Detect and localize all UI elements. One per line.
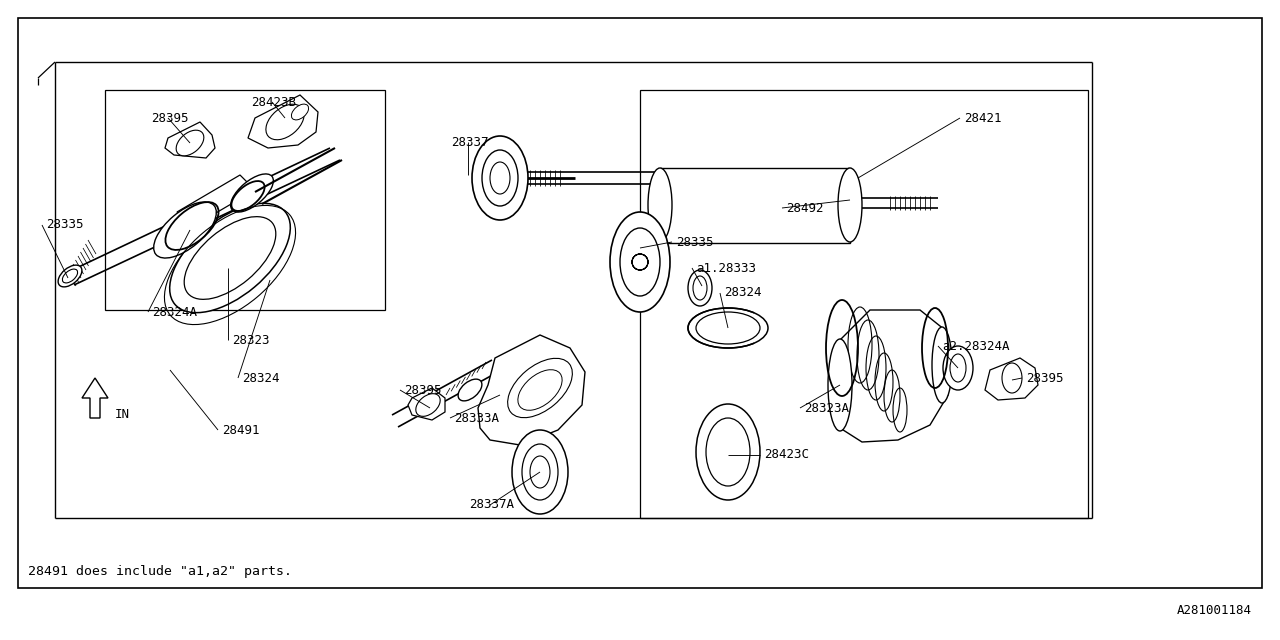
Text: A281001184: A281001184	[1178, 604, 1252, 616]
Text: IN: IN	[115, 408, 131, 422]
Text: 28395: 28395	[151, 111, 188, 125]
Ellipse shape	[266, 104, 305, 140]
Text: 28423C: 28423C	[764, 449, 809, 461]
Polygon shape	[165, 122, 215, 158]
Text: 28492: 28492	[786, 202, 823, 214]
Text: 28337A: 28337A	[470, 499, 515, 511]
Text: 28335: 28335	[676, 236, 713, 248]
Ellipse shape	[707, 418, 750, 486]
Text: 28491 does include "a1,a2" parts.: 28491 does include "a1,a2" parts.	[28, 566, 292, 579]
Ellipse shape	[828, 339, 852, 431]
Text: 28323: 28323	[232, 333, 270, 346]
Ellipse shape	[620, 228, 660, 296]
Ellipse shape	[472, 136, 529, 220]
Ellipse shape	[184, 217, 275, 300]
Ellipse shape	[292, 104, 308, 120]
Text: 28395: 28395	[1027, 371, 1064, 385]
Ellipse shape	[230, 174, 274, 212]
Text: 28335: 28335	[46, 218, 83, 232]
Ellipse shape	[696, 404, 760, 500]
Ellipse shape	[611, 212, 669, 312]
Ellipse shape	[154, 202, 216, 258]
Text: 28423B: 28423B	[251, 95, 297, 109]
Ellipse shape	[838, 168, 861, 242]
Polygon shape	[82, 378, 108, 418]
Text: 28323A: 28323A	[804, 401, 849, 415]
Text: 28324A: 28324A	[152, 305, 197, 319]
Ellipse shape	[932, 327, 952, 403]
Text: 28324: 28324	[242, 371, 279, 385]
Text: 28421: 28421	[964, 111, 1001, 125]
Ellipse shape	[1002, 363, 1021, 393]
Polygon shape	[986, 358, 1038, 400]
Ellipse shape	[458, 379, 481, 401]
Text: 28337: 28337	[452, 136, 489, 148]
Text: 28491: 28491	[221, 424, 260, 436]
Ellipse shape	[689, 270, 712, 306]
Text: a2.28324A: a2.28324A	[942, 339, 1010, 353]
Bar	[18, 18, 1262, 588]
Ellipse shape	[416, 394, 440, 417]
Ellipse shape	[63, 269, 78, 283]
Text: 28324: 28324	[724, 287, 762, 300]
Ellipse shape	[648, 168, 672, 242]
Ellipse shape	[943, 346, 973, 390]
Ellipse shape	[170, 204, 291, 313]
Ellipse shape	[58, 265, 82, 287]
Polygon shape	[408, 388, 445, 420]
Polygon shape	[660, 168, 850, 243]
Ellipse shape	[689, 308, 768, 348]
Ellipse shape	[512, 430, 568, 514]
Text: 28395: 28395	[404, 383, 442, 397]
Ellipse shape	[177, 130, 204, 156]
Text: 28333A: 28333A	[454, 412, 499, 424]
Ellipse shape	[522, 444, 558, 500]
Polygon shape	[248, 95, 317, 148]
Polygon shape	[477, 335, 585, 445]
Polygon shape	[832, 310, 948, 442]
Ellipse shape	[483, 150, 518, 206]
Text: a1.28333: a1.28333	[696, 262, 756, 275]
Polygon shape	[177, 175, 255, 227]
